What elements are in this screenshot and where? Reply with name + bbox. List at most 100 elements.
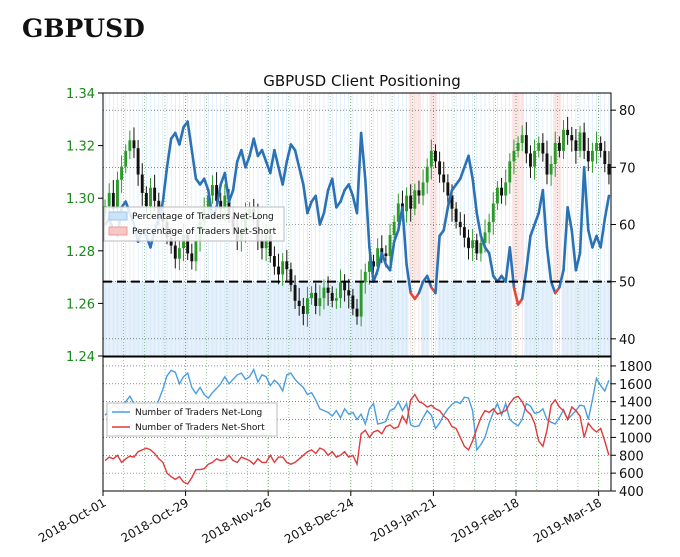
net-long-pct-segment [368, 246, 375, 283]
candle-down [442, 174, 446, 183]
candle-up [194, 240, 198, 262]
net-long-pct-segment [582, 166, 590, 232]
candle-down [458, 221, 462, 228]
net-long-pct-segment [475, 211, 483, 238]
price-tick-label: 1.28 [66, 245, 95, 260]
top-legend-box [103, 206, 285, 242]
candle-up [562, 129, 565, 151]
net-long-pct-segment [355, 131, 363, 215]
net-long-pct-segment [293, 148, 301, 169]
candle-up [359, 282, 363, 317]
candle-down [380, 248, 384, 254]
percent-tick-label: 80 [619, 104, 636, 119]
net-long-pct-segment [442, 206, 450, 232]
candle-up [396, 203, 400, 222]
candle-down [566, 129, 570, 136]
candle-up [471, 240, 475, 249]
legend-swatch-net-short-pct [108, 226, 128, 236]
legend-swatch-net-long-pct [108, 211, 128, 221]
candle-down [314, 292, 318, 307]
candle-down [541, 142, 545, 154]
net-long-pct-segment [240, 148, 247, 169]
net-long-pct-segment [446, 188, 454, 209]
candle-up [508, 161, 512, 183]
net-long-pct-segment [339, 188, 346, 203]
candle-down [355, 308, 359, 317]
candle-up [392, 221, 396, 236]
candle-down [215, 185, 219, 201]
net-long-pct-segment [202, 177, 210, 192]
chart-title: GBPUSD Client Positioning [263, 72, 461, 90]
net-long-pct-segment [487, 251, 495, 278]
top-legend: Percentage of Traders Net-Long Percentag… [103, 206, 285, 242]
net-long-pct-segment [401, 206, 408, 266]
net-long-pct-segment [268, 148, 276, 175]
candle-down [434, 150, 437, 162]
price-tick-label: 1.26 [66, 297, 95, 312]
candle-up [128, 140, 132, 151]
bottom-legend-box [106, 402, 278, 437]
candle-up [479, 242, 483, 254]
candle-up [310, 292, 314, 299]
candle-down [297, 300, 301, 307]
price-tick-label: 1.34 [66, 87, 95, 102]
date-tick-label: 2019-Feb-18 [449, 495, 522, 545]
net-long-pct-segment [347, 183, 355, 198]
net-long-pct-segment [458, 166, 466, 181]
candle-up [520, 135, 524, 143]
candle-down [467, 237, 470, 249]
candle-down [285, 261, 289, 270]
candle-down [144, 192, 148, 207]
candle-down [136, 148, 140, 175]
candle-up [553, 142, 557, 165]
legend-label-net-long-pct: Percentage of Traders Net-Long [132, 212, 274, 222]
bottom-panel-frame [102, 356, 612, 492]
candle-up [116, 179, 119, 209]
candle-down [454, 208, 458, 222]
candle-up [120, 166, 124, 180]
candle-down [417, 190, 421, 196]
price-tick-label: 1.30 [66, 192, 95, 207]
net-long-pct-segment [376, 251, 384, 272]
net-long-pct-segment [231, 160, 239, 192]
net-long-pct-segment [417, 280, 425, 295]
net-long-pct-segment [161, 166, 169, 203]
net-long-pct-segment [215, 183, 223, 209]
count-tick-label: 600 [619, 467, 644, 482]
candle-up [429, 150, 433, 167]
date-tick-label: 2019-Jan-21 [368, 495, 439, 544]
trader-count-lines [104, 367, 610, 485]
net-long-pct-segment [330, 177, 338, 209]
candle-down [351, 295, 355, 309]
candle-up [211, 185, 214, 196]
net-long-pct-segment [392, 228, 400, 243]
price-tick-label: 1.32 [66, 140, 95, 155]
candle-down [330, 292, 334, 301]
candle-down [607, 164, 611, 175]
candle-down [260, 240, 264, 249]
net-long-pct-segment [306, 200, 313, 215]
candle-up [334, 298, 338, 301]
candle-up [483, 232, 487, 243]
price-tick-label: 1.24 [66, 350, 95, 365]
net-short-pct-segment [512, 286, 520, 306]
candle-down [372, 261, 375, 267]
candle-down [557, 142, 561, 151]
net-long-pct-segment [405, 263, 412, 295]
candle-down [111, 192, 115, 209]
net-long-pct-segment [545, 246, 553, 283]
net-long-pct-segment [380, 251, 388, 266]
candle-up [421, 182, 425, 196]
candle-up [206, 195, 210, 209]
count-axis-ticks: 400 600 800 1000 1200 1400 1600 1800 [611, 360, 652, 500]
candle-down [153, 187, 157, 201]
candle-up [595, 142, 598, 151]
candle-down [132, 140, 136, 149]
candle-down [268, 235, 272, 257]
candle-up [339, 282, 342, 299]
candle-up [516, 142, 520, 151]
candle-down [570, 135, 574, 141]
date-tick-label: 2019-Mar-18 [531, 495, 604, 545]
candle-up [504, 182, 508, 196]
net-long-pct-segment [318, 211, 326, 226]
